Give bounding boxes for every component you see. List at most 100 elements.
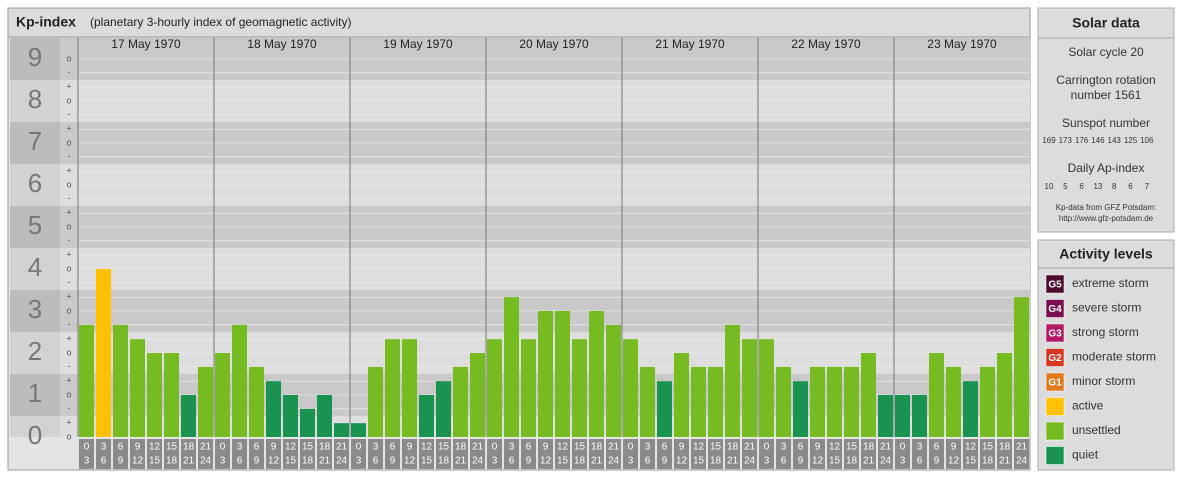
- source: Kp-data from GFZ Potsdam:: [1056, 203, 1156, 212]
- hour-cell: [691, 439, 706, 469]
- hour-cell: [300, 439, 315, 469]
- x-tick-label: 21: [455, 456, 467, 467]
- bar: [198, 366, 213, 437]
- y-minor-tick-label: o: [66, 137, 71, 147]
- x-tick-label: 3: [237, 442, 243, 453]
- bar: [895, 395, 910, 437]
- hour-cell: [623, 439, 638, 469]
- bar: [742, 339, 757, 437]
- y-label-cell: [10, 206, 60, 248]
- x-tick-label: 12: [829, 442, 841, 453]
- bar: [266, 381, 281, 437]
- x-tick-label: 6: [798, 442, 804, 453]
- bar: [997, 353, 1012, 437]
- x-tick-label: 9: [934, 456, 940, 467]
- carrington: number 1561: [1071, 88, 1142, 102]
- hour-cell: [164, 439, 179, 469]
- x-tick-label: 9: [254, 456, 260, 467]
- legend-code: G5: [1048, 280, 1062, 291]
- hour-cell: [606, 439, 621, 469]
- solar-panel: [1037, 7, 1175, 233]
- sunspot-number: 173: [1059, 136, 1073, 145]
- bar: [487, 339, 502, 437]
- bar: [725, 324, 740, 437]
- legend-swatch: [1045, 323, 1065, 343]
- y-minor-tick-label: o: [66, 347, 71, 357]
- bar: [827, 366, 842, 437]
- x-tick-label: 21: [319, 456, 331, 467]
- y-minor-tick-label: -: [68, 67, 71, 77]
- hour-cell: [844, 439, 859, 469]
- y-tick-label: 8: [28, 84, 42, 114]
- x-tick-label: 12: [268, 456, 280, 467]
- bar: [351, 423, 366, 437]
- y-minor-tick-label: +: [66, 376, 71, 386]
- solar-cycle: Solar cycle 20: [1068, 45, 1144, 59]
- hour-cell: [453, 439, 468, 469]
- x-tick-label: 18: [455, 442, 467, 453]
- hour-cell: [572, 439, 587, 469]
- bar: [759, 339, 774, 437]
- day-label: 19 May 1970: [383, 37, 453, 51]
- x-tick-label: 12: [404, 456, 416, 467]
- y-minor-tick-label: o: [66, 431, 71, 441]
- y-tick-label: 4: [28, 252, 42, 282]
- x-tick-label: 6: [390, 442, 396, 453]
- y-minor-tick-label: -: [68, 151, 71, 161]
- bar: [402, 339, 417, 437]
- x-tick-label: 0: [764, 442, 770, 453]
- legend-code: G3: [1048, 329, 1062, 340]
- bar: [96, 269, 111, 437]
- hour-cell: [521, 439, 536, 469]
- x-tick-label: 21: [472, 442, 484, 453]
- bar: [776, 366, 791, 437]
- y-minor-tick-label: o: [66, 263, 71, 273]
- bar: [946, 366, 961, 437]
- x-tick-label: 9: [271, 442, 277, 453]
- y-tick-label: 1: [28, 378, 42, 408]
- x-tick-label: 9: [815, 442, 821, 453]
- bar: [589, 311, 604, 437]
- x-tick-label: 15: [693, 456, 705, 467]
- x-tick-label: 9: [390, 456, 396, 467]
- hour-cell: [334, 439, 349, 469]
- bar: [963, 381, 978, 437]
- bar: [453, 366, 468, 437]
- x-tick-label: 3: [101, 442, 107, 453]
- x-tick-label: 12: [540, 456, 552, 467]
- hour-cell: [674, 439, 689, 469]
- band: [10, 416, 1030, 437]
- x-tick-label: 24: [200, 456, 212, 467]
- x-tick-label: 24: [744, 456, 756, 467]
- x-tick-label: 21: [863, 456, 875, 467]
- bar: [300, 408, 315, 437]
- hour-cell: [980, 439, 995, 469]
- y-label-cell: [10, 122, 60, 164]
- hour-cell: [810, 439, 825, 469]
- bar: [623, 339, 638, 437]
- y-minor-tick-label: +: [66, 418, 71, 428]
- hour-cell: [504, 439, 519, 469]
- hour-cell: [997, 439, 1012, 469]
- ap-title: Daily Ap-index: [1068, 161, 1145, 175]
- y-minor-tick-label: +: [66, 82, 71, 92]
- x-tick-label: 3: [220, 456, 226, 467]
- legend-swatch: [1045, 446, 1065, 465]
- sunspot-title: Sunspot number: [1062, 116, 1150, 130]
- x-tick-label: 3: [917, 442, 923, 453]
- x-tick-label: 12: [557, 442, 569, 453]
- panel-title: Solar data: [1072, 15, 1140, 31]
- hour-cell: [181, 439, 196, 469]
- bar: [283, 395, 298, 437]
- bar: [810, 366, 825, 437]
- x-tick-label: 9: [662, 456, 668, 467]
- y-label-cell: [10, 248, 60, 290]
- hour-cell: [402, 439, 417, 469]
- x-tick-label: 12: [149, 442, 161, 453]
- x-tick-label: 6: [509, 456, 515, 467]
- y-tick-label: 2: [28, 336, 42, 366]
- x-tick-label: 15: [149, 456, 161, 467]
- sunspot-number: 146: [1091, 136, 1105, 145]
- x-tick-label: 15: [965, 456, 977, 467]
